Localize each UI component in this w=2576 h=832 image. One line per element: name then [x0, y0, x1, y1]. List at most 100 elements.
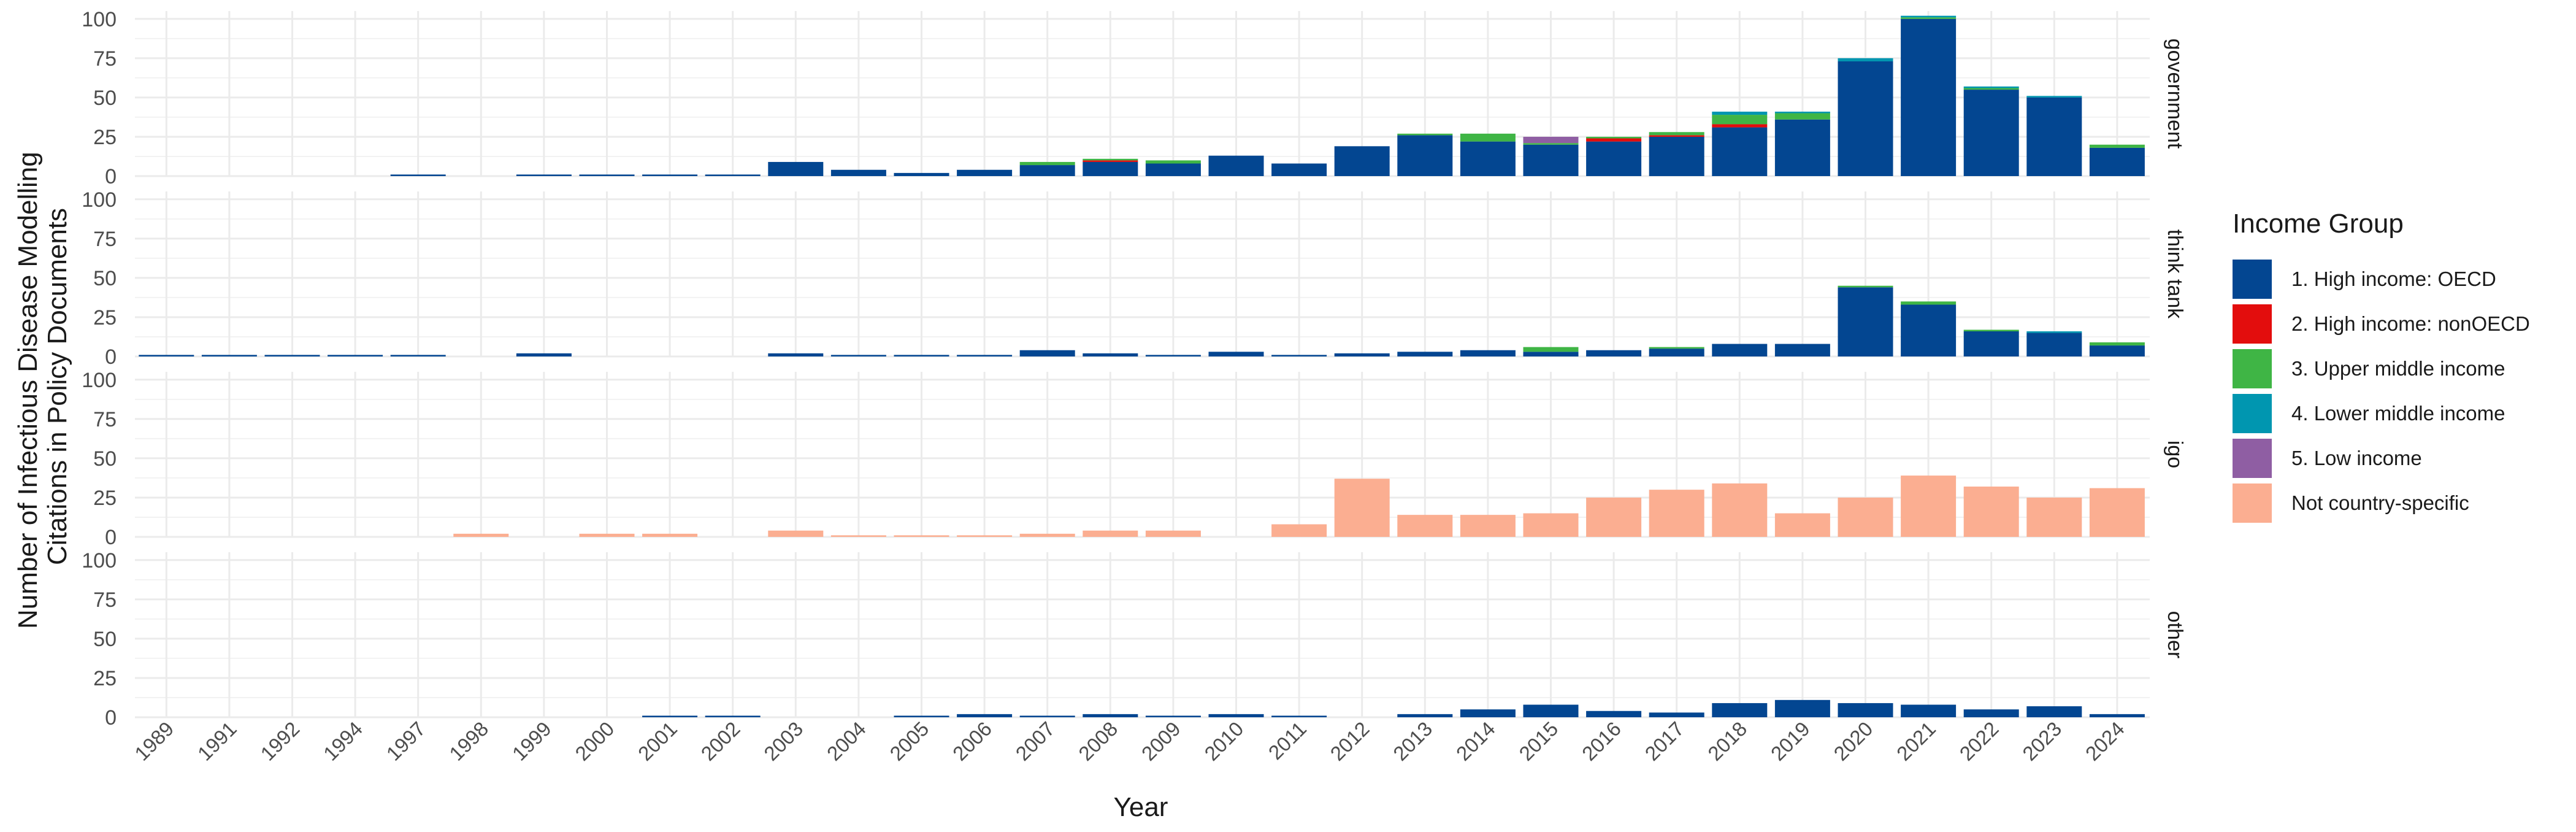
bar-segment: [1649, 136, 1704, 176]
bar-segment: [1838, 58, 1893, 61]
bar-segment: [1963, 86, 2019, 88]
bar-segment: [1838, 285, 1893, 288]
bar-segment: [1649, 347, 1704, 349]
bar-segment: [1271, 715, 1327, 717]
bar-segment: [957, 169, 1013, 176]
x-tick-label: 1994: [319, 717, 367, 765]
bar-segment: [1145, 160, 1201, 164]
bar-segment: [1083, 161, 1138, 176]
y-tick-label: 0: [105, 345, 117, 369]
bar-segment: [1145, 715, 1201, 717]
y-tick-label: 25: [93, 126, 117, 149]
bar-segment: [894, 535, 949, 537]
bar-segment: [139, 355, 194, 356]
bar-segment: [2026, 333, 2082, 356]
y-axis-label-line-1: Number of Infectious Disease Modelling: [13, 152, 43, 629]
legend-item: 5. Low income: [2233, 436, 2564, 480]
bar-segment: [1271, 163, 1327, 176]
bar-segment: [768, 161, 824, 176]
facet-strip-label: igo: [2163, 441, 2187, 468]
y-tick-label: 100: [82, 8, 117, 31]
x-tick-label: 2016: [1577, 717, 1625, 765]
x-tick-label: 2010: [1200, 717, 1248, 765]
bar-segment: [1712, 703, 1768, 717]
bar-segment: [1712, 344, 1768, 356]
bar-segment: [579, 174, 635, 176]
x-tick-label: 2000: [570, 717, 618, 765]
y-tick-label: 100: [82, 369, 117, 392]
bar-segment: [1649, 712, 1704, 717]
legend-items: 1. High income: OECD 2. High income: nonO…: [2233, 256, 2564, 525]
bar-segment: [1901, 304, 1957, 356]
bar-segment: [516, 174, 572, 176]
y-tick-label: 0: [105, 526, 117, 549]
bar-segment: [2026, 497, 2082, 537]
bar-segment: [1083, 158, 1138, 161]
bar-segment: [894, 172, 949, 176]
bar-segment: [1838, 61, 1893, 176]
facet-strip-label: government: [2163, 39, 2187, 149]
x-tick-label: 2002: [697, 717, 745, 765]
bar-segment: [1019, 715, 1075, 717]
bar-segment: [1901, 17, 1957, 19]
legend-label: 1. High income: OECD: [2291, 267, 2496, 290]
bar-segment: [2089, 714, 2145, 717]
legend-item: Not country-specific: [2233, 480, 2564, 525]
legend-title: Income Group: [2233, 209, 2404, 239]
bar-segment: [1901, 15, 1957, 18]
facet-panel: 0 25 50 75 100 other: [82, 549, 2187, 730]
bar-segment: [1523, 513, 1579, 537]
bar-segment: [1963, 329, 2019, 332]
y-tick-label: 75: [93, 228, 117, 251]
bar-segment: [1712, 127, 1768, 176]
bar-segment: [642, 174, 698, 176]
y-tick-label: 50: [93, 628, 117, 651]
bar-segment: [1774, 111, 1830, 114]
y-tick-label: 50: [93, 447, 117, 471]
x-tick-label: 2017: [1641, 717, 1689, 765]
bar-segment: [1586, 136, 1642, 139]
bar-segment: [1083, 353, 1138, 356]
x-axis: 1989 1991 1992 1994 1997 1998 1999 2000 2001 2002…: [130, 717, 2129, 765]
bar-segment: [1838, 497, 1893, 537]
x-tick-label: 2015: [1514, 717, 1562, 765]
facet-strip-label: think tank: [2163, 229, 2187, 320]
x-tick-label: 2005: [885, 717, 933, 765]
bar-segment: [1523, 704, 1579, 717]
legend-swatch: [2233, 438, 2272, 478]
bar-segment: [705, 174, 761, 176]
facet-panel: 0 25 50 75 100 igo: [82, 369, 2187, 549]
x-tick-label: 2024: [2081, 717, 2129, 765]
bar-segment: [264, 355, 320, 356]
bar-segment: [1397, 135, 1453, 176]
y-tick-label: 100: [82, 188, 117, 212]
bar-segment: [1334, 146, 1390, 176]
bar-segment: [1460, 709, 1516, 717]
bar-segment: [1145, 530, 1201, 537]
x-tick-label: 2009: [1137, 717, 1185, 765]
bar-segment: [1774, 699, 1830, 717]
bar-segment: [516, 353, 572, 356]
y-axis-label: Number of Infectious Disease Modelling C…: [13, 144, 72, 629]
legend-item: 3. Upper middle income: [2233, 346, 2564, 391]
y-tick-label: 25: [93, 667, 117, 690]
bar-segment: [705, 715, 761, 717]
bar-segment: [2089, 144, 2145, 148]
x-tick-label: 2019: [1766, 717, 1814, 765]
bar-segment: [1712, 111, 1768, 115]
y-tick-label: 25: [93, 306, 117, 329]
x-tick-label: 2013: [1389, 717, 1436, 765]
bar-segment: [1523, 352, 1579, 356]
bar-segment: [1145, 163, 1201, 176]
bar-segment: [1523, 347, 1579, 352]
x-tick-label: 2012: [1326, 717, 1374, 765]
bar-segment: [1019, 161, 1075, 166]
bar-segment: [1586, 141, 1642, 176]
y-tick-label: 50: [93, 267, 117, 290]
bar-segment: [1838, 287, 1893, 356]
bar-segment: [2089, 345, 2145, 356]
bar-segment: [1019, 165, 1075, 176]
x-tick-label: 1997: [382, 717, 430, 765]
x-tick-label: 2022: [1955, 717, 2003, 765]
